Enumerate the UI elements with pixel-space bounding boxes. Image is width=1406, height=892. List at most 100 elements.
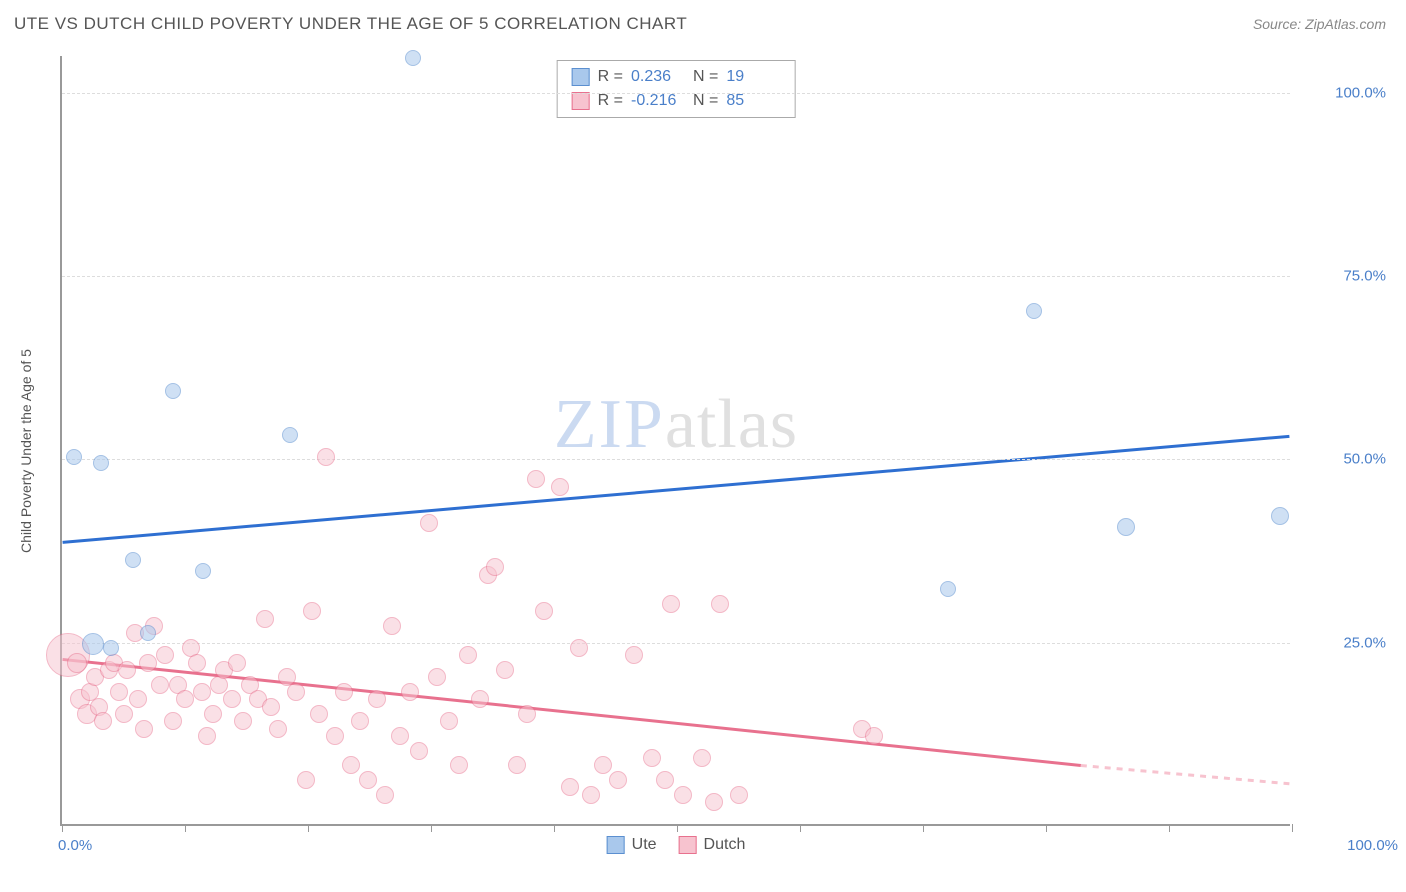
dutch-point <box>198 727 216 745</box>
y-axis-label: Child Poverty Under the Age of 5 <box>18 349 34 553</box>
dutch-point <box>223 690 241 708</box>
dutch-point <box>518 705 536 723</box>
dutch-point <box>351 712 369 730</box>
x-tick <box>923 824 924 832</box>
x-tick <box>800 824 801 832</box>
ute-point <box>282 427 298 443</box>
ute-point <box>1271 507 1289 525</box>
trend-lines <box>62 56 1290 824</box>
stat-n-label: N = <box>693 65 718 89</box>
x-tick <box>554 824 555 832</box>
dutch-point <box>496 661 514 679</box>
x-tick <box>677 824 678 832</box>
dutch-point <box>428 668 446 686</box>
dutch-point <box>705 793 723 811</box>
x-tick <box>431 824 432 832</box>
ute-point <box>66 449 82 465</box>
dutch-point <box>342 756 360 774</box>
y-tick-label: 25.0% <box>1343 634 1386 651</box>
stat-n-value: 19 <box>726 65 780 89</box>
dutch-point <box>535 602 553 620</box>
legend-label: Ute <box>632 836 657 854</box>
legend-swatch <box>679 836 697 854</box>
dutch-point <box>67 653 87 673</box>
gridline <box>62 459 1290 460</box>
dutch-point <box>410 742 428 760</box>
stat-r-value: 0.236 <box>631 65 685 89</box>
dutch-point <box>262 698 280 716</box>
ute-point <box>1026 303 1042 319</box>
plot-area: ZIPatlas R =0.236N =19R =-0.216N =85 Ute… <box>60 56 1290 826</box>
ute-point <box>195 563 211 579</box>
dutch-point <box>570 639 588 657</box>
dutch-point <box>310 705 328 723</box>
dutch-point <box>508 756 526 774</box>
dutch-point <box>391 727 409 745</box>
dutch-point <box>110 683 128 701</box>
dutch-point <box>287 683 305 701</box>
ute-point <box>940 581 956 597</box>
dutch-point <box>129 690 147 708</box>
dutch-point <box>303 602 321 620</box>
watermark: ZIPatlas <box>554 385 798 465</box>
watermark-zip: ZIP <box>554 386 665 463</box>
stats-row-ute: R =0.236N =19 <box>572 65 781 89</box>
x-tick <box>185 824 186 832</box>
chart-container: Child Poverty Under the Age of 5 ZIPatla… <box>42 56 1392 846</box>
ute-point <box>405 50 421 66</box>
legend-swatch <box>572 92 590 110</box>
dutch-point <box>643 749 661 767</box>
source-label: Source: ZipAtlas.com <box>1253 16 1386 32</box>
x-tick <box>62 824 63 832</box>
source-prefix: Source: <box>1253 16 1305 32</box>
trend-line <box>1081 765 1290 783</box>
x-tick <box>1046 824 1047 832</box>
dutch-point <box>256 610 274 628</box>
chart-title: UTE VS DUTCH CHILD POVERTY UNDER THE AGE… <box>14 14 687 34</box>
dutch-point <box>450 756 468 774</box>
dutch-point <box>486 558 504 576</box>
dutch-point <box>561 778 579 796</box>
dutch-point <box>440 712 458 730</box>
dutch-point <box>865 727 883 745</box>
legend-swatch <box>572 68 590 86</box>
dutch-point <box>326 727 344 745</box>
dutch-point <box>135 720 153 738</box>
x-tick <box>1292 824 1293 832</box>
dutch-point <box>234 712 252 730</box>
dutch-point <box>94 712 112 730</box>
dutch-point <box>228 654 246 672</box>
dutch-point <box>193 683 211 701</box>
gridline <box>62 93 1290 94</box>
y-tick-label: 75.0% <box>1343 268 1386 285</box>
legend-item-ute: Ute <box>607 836 657 854</box>
dutch-point <box>269 720 287 738</box>
x-axis-label-min: 0.0% <box>58 837 92 854</box>
y-tick-label: 100.0% <box>1335 84 1386 101</box>
trend-line <box>63 436 1290 542</box>
dutch-point <box>359 771 377 789</box>
y-tick-label: 50.0% <box>1343 451 1386 468</box>
ute-point <box>165 383 181 399</box>
dutch-point <box>609 771 627 789</box>
dutch-point <box>693 749 711 767</box>
ute-point <box>93 455 109 471</box>
dutch-point <box>420 514 438 532</box>
dutch-point <box>156 646 174 664</box>
dutch-point <box>368 690 386 708</box>
dutch-point <box>662 595 680 613</box>
dutch-point <box>594 756 612 774</box>
legend-item-dutch: Dutch <box>679 836 746 854</box>
dutch-point <box>139 654 157 672</box>
dutch-point <box>711 595 729 613</box>
dutch-point <box>656 771 674 789</box>
x-axis-label-max: 100.0% <box>1347 837 1398 854</box>
dutch-point <box>471 690 489 708</box>
dutch-point <box>625 646 643 664</box>
legend-swatch <box>607 836 625 854</box>
dutch-point <box>383 617 401 635</box>
dutch-point <box>164 712 182 730</box>
dutch-point <box>204 705 222 723</box>
dutch-point <box>527 470 545 488</box>
dutch-point <box>188 654 206 672</box>
